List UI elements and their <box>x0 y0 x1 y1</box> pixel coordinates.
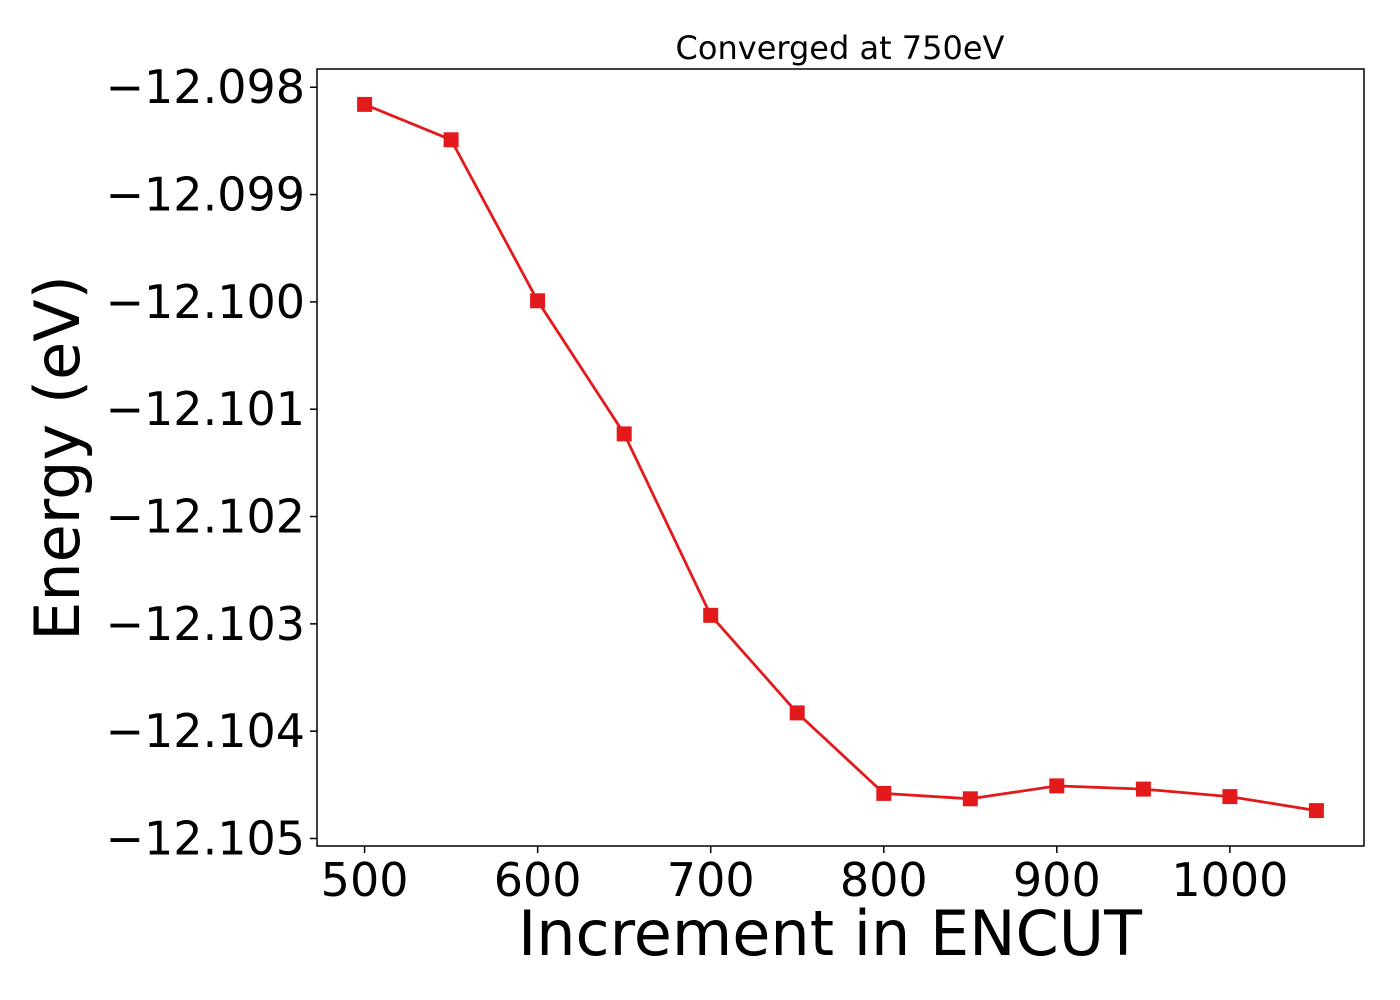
y-tick-label: −12.102 <box>106 490 306 544</box>
y-tick-label: −12.104 <box>106 704 306 758</box>
y-tick-label: −12.105 <box>106 811 306 865</box>
x-axis-label: Increment in ENCUT <box>518 897 1143 970</box>
chart-title: Converged at 750eV <box>676 29 1005 67</box>
y-axis-label: Energy (eV) <box>21 275 94 641</box>
data-point-marker <box>1135 781 1151 797</box>
x-tick-label: 700 <box>667 853 755 907</box>
y-tick-label: −12.099 <box>106 168 306 222</box>
data-point-marker <box>616 426 632 442</box>
data-point-marker <box>1308 803 1324 819</box>
y-tick-label: −12.098 <box>106 60 306 114</box>
data-point-marker <box>357 96 373 112</box>
y-tick-label: −12.103 <box>106 597 306 651</box>
x-axis: 500 600 700 800 900 1000 <box>321 846 1288 907</box>
data-point-marker <box>530 293 546 309</box>
data-point-marker <box>1222 789 1238 805</box>
x-tick-label: 500 <box>321 853 409 907</box>
y-tick-label: −12.101 <box>106 382 306 436</box>
data-point-marker <box>962 791 978 807</box>
y-axis: −12.098 −12.099 −12.100 −12.101 −12.102 −12.1… <box>106 60 317 865</box>
y-tick-label: −12.100 <box>106 275 306 329</box>
data-point-marker <box>876 785 892 801</box>
plot-area-frame <box>316 68 1365 847</box>
data-point-marker <box>789 705 805 721</box>
series-line <box>364 103 1317 812</box>
x-tick-label: 600 <box>494 853 582 907</box>
series-markers <box>357 96 1324 819</box>
series-line-path <box>364 103 1317 812</box>
x-tick-label: 900 <box>1013 853 1101 907</box>
data-point-marker <box>443 132 459 148</box>
x-tick-label: 1000 <box>1171 853 1288 907</box>
data-point-marker <box>703 607 719 623</box>
x-tick-label: 800 <box>840 853 928 907</box>
data-point-marker <box>1049 778 1065 794</box>
